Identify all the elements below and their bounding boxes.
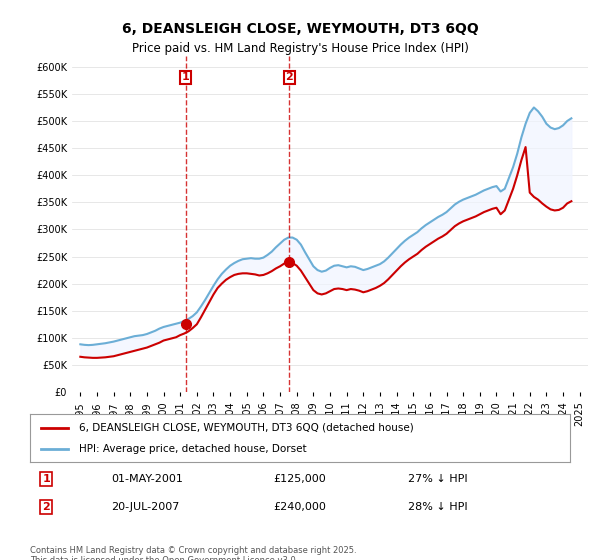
Text: 6, DEANSLEIGH CLOSE, WEYMOUTH, DT3 6QQ (detached house): 6, DEANSLEIGH CLOSE, WEYMOUTH, DT3 6QQ (… (79, 423, 413, 433)
Text: 20-JUL-2007: 20-JUL-2007 (111, 502, 179, 512)
Text: £240,000: £240,000 (273, 502, 326, 512)
Text: Contains HM Land Registry data © Crown copyright and database right 2025.
This d: Contains HM Land Registry data © Crown c… (30, 546, 356, 560)
Text: 28% ↓ HPI: 28% ↓ HPI (408, 502, 467, 512)
Text: 6, DEANSLEIGH CLOSE, WEYMOUTH, DT3 6QQ: 6, DEANSLEIGH CLOSE, WEYMOUTH, DT3 6QQ (122, 22, 478, 36)
Text: 2: 2 (286, 72, 293, 82)
Text: 27% ↓ HPI: 27% ↓ HPI (408, 474, 467, 484)
Text: 1: 1 (43, 474, 50, 484)
Text: £125,000: £125,000 (273, 474, 326, 484)
Text: HPI: Average price, detached house, Dorset: HPI: Average price, detached house, Dors… (79, 444, 306, 454)
Text: 01-MAY-2001: 01-MAY-2001 (111, 474, 183, 484)
Text: 1: 1 (182, 72, 190, 82)
Text: Price paid vs. HM Land Registry's House Price Index (HPI): Price paid vs. HM Land Registry's House … (131, 42, 469, 55)
Text: 2: 2 (43, 502, 50, 512)
